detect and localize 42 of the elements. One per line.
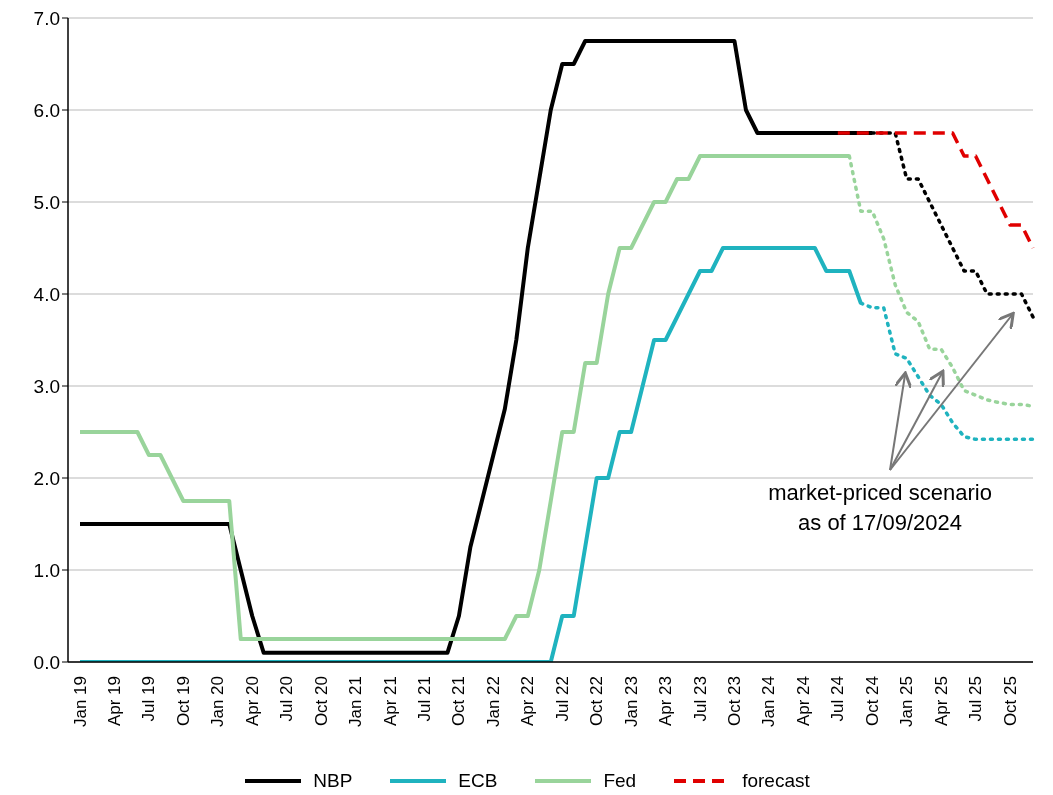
x-tick-label: Jul 19 (139, 676, 159, 722)
x-tick-label: Jul 25 (966, 676, 986, 722)
x-tick-label: Jan 24 (759, 676, 779, 728)
x-tick-label: Oct 19 (173, 676, 193, 727)
x-tick-label: Jan 22 (483, 676, 503, 728)
x-tick-label: Jan 19 (70, 676, 90, 728)
y-tick-label: 6.0 (33, 99, 60, 121)
y-tick-label: 3.0 (33, 375, 60, 397)
line-series (836, 131, 1035, 250)
x-tick-label: Jul 23 (690, 676, 710, 722)
y-tick-label: 5.0 (33, 191, 60, 213)
x-tick-label: Jan 20 (208, 676, 228, 728)
x-tick-label: Oct 24 (862, 676, 882, 727)
x-tick-label: Apr 23 (656, 676, 676, 727)
annotation: market-priced scenario as of 17/09/2024 (767, 479, 993, 537)
x-tick-label: Apr 22 (518, 676, 538, 727)
x-tick-label: Jul 21 (414, 676, 434, 722)
y-tick-label: 0.0 (33, 651, 60, 673)
x-tick-label: Jan 23 (621, 676, 641, 728)
x-tick-label: Apr 25 (931, 676, 951, 727)
legend-label: forecast (742, 770, 810, 792)
x-tick-label: Oct 20 (311, 676, 331, 727)
x-tick-label: Apr 24 (793, 676, 813, 727)
x-tick-label: Oct 22 (587, 676, 607, 727)
legend-label: Fed (603, 770, 637, 792)
x-tick-label: Jul 22 (552, 676, 572, 722)
x-tick-label: Apr 21 (380, 676, 400, 727)
x-tick-label: Oct 23 (724, 676, 744, 727)
x-tick-label: Apr 19 (104, 676, 124, 727)
x-tick-label: Jan 21 (346, 676, 366, 728)
y-tick-label: 4.0 (33, 283, 60, 305)
x-tick-label: Apr 20 (242, 676, 262, 727)
x-tick-label: Jul 24 (828, 676, 848, 722)
y-tick-label: 1.0 (33, 559, 60, 581)
x-tick-label: Oct 21 (449, 676, 469, 727)
y-tick-label: 2.0 (33, 467, 60, 489)
y-tick-label: 7.0 (33, 7, 60, 29)
x-tick-label: Jul 20 (277, 676, 297, 722)
legend-label: NBP (313, 770, 353, 792)
legend-label: ECB (458, 770, 498, 792)
x-tick-label: Oct 25 (1000, 676, 1020, 727)
x-tick-label: Jan 25 (897, 676, 917, 728)
